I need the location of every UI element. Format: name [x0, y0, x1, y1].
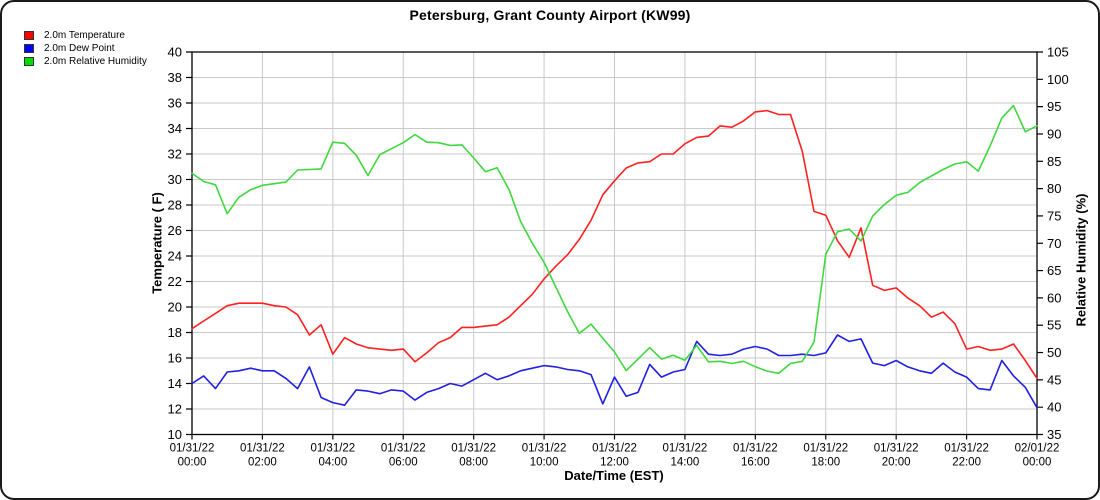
x-axis-tick-date: 01/31/22	[944, 443, 989, 455]
legend: 2.0m Temperature 2.0m Dew Point 2.0m Rel…	[24, 29, 147, 68]
right-axis-tick-label: 100	[1047, 72, 1069, 87]
chart-title: Petersburg, Grant County Airport (KW99)	[409, 7, 691, 23]
right-axis-tick-label: 65	[1047, 263, 1061, 278]
left-axis-tick-label: 36	[168, 96, 182, 111]
x-axis-tick-time: 06:00	[389, 457, 418, 469]
x-axis-tick-date: 01/31/22	[663, 443, 708, 455]
left-axis-tick-label: 14	[168, 376, 182, 391]
x-axis-tick-time: 22:00	[952, 457, 981, 469]
legend-item-temperature: 2.0m Temperature	[24, 29, 147, 42]
x-axis-tick-time: 12:00	[600, 457, 629, 469]
x-axis-tick-time: 00:00	[178, 457, 207, 469]
temperature-color-swatch	[24, 31, 34, 40]
x-axis-tick-date: 01/31/22	[170, 443, 215, 455]
x-axis-tick-time: 14:00	[671, 457, 700, 469]
relative-humidity-color-swatch	[24, 57, 34, 66]
right-axis-tick-label: 80	[1047, 181, 1061, 196]
legend-item-label: 2.0m Dew Point	[44, 43, 115, 54]
2-0m-temperature-line	[191, 109, 1038, 380]
x-axis-tick-time: 04:00	[318, 457, 347, 469]
x-axis-tick-date: 01/31/22	[733, 443, 778, 455]
right-axis-tick-label: 45	[1047, 372, 1061, 387]
x-axis-tick-time: 18:00	[811, 457, 840, 469]
legend-item-relative-humidity: 2.0m Relative Humidity	[24, 55, 147, 68]
left-axis-tick-label: 28	[168, 198, 182, 213]
right-axis-tick-label: 95	[1047, 99, 1061, 114]
right-axis-tick-label: 70	[1047, 236, 1061, 251]
right-axis-tick-label: 50	[1047, 345, 1061, 360]
x-axis-tick-time: 16:00	[741, 457, 770, 469]
left-axis-tick-label: 34	[168, 121, 182, 136]
x-axis-title: Date/Time (EST)	[564, 468, 664, 483]
right-axis-tick-label: 105	[1047, 45, 1069, 60]
x-axis-tick-date: 01/31/22	[874, 443, 919, 455]
x-axis-tick-date: 01/31/22	[522, 443, 567, 455]
x-axis-tick-time: 02:00	[248, 457, 277, 469]
2-0m-dew-point-line	[191, 334, 1038, 409]
right-axis-tick-label: 55	[1047, 318, 1061, 333]
right-axis-tick-label: 60	[1047, 290, 1061, 305]
x-axis-tick-date: 01/31/22	[451, 443, 496, 455]
x-axis-tick-time: 08:00	[459, 457, 488, 469]
left-axis-tick-label: 12	[168, 402, 182, 417]
2-0m-relative-humidity-line	[191, 104, 1038, 375]
right-axis-tick-label: 40	[1047, 400, 1061, 415]
x-axis-tick-time: 10:00	[530, 457, 559, 469]
x-axis-tick-date: 01/31/22	[310, 443, 355, 455]
right-axis-tick-label: 35	[1047, 427, 1061, 442]
left-axis-tick-label: 10	[168, 427, 182, 442]
left-axis-tick-label: 40	[168, 45, 182, 60]
left-axis-tick-label: 20	[168, 300, 182, 315]
x-axis-tick-date: 01/31/22	[240, 443, 285, 455]
legend-item-label: 2.0m Relative Humidity	[44, 56, 147, 67]
x-axis-tick-time: 00:00	[1023, 457, 1052, 469]
legend-item-dew-point: 2.0m Dew Point	[24, 42, 147, 55]
left-axis-tick-label: 22	[168, 274, 182, 289]
left-axis-tick-label: 18	[168, 325, 182, 340]
legend-item-label: 2.0m Temperature	[44, 30, 125, 41]
x-axis-tick-date: 01/31/22	[803, 443, 848, 455]
left-axis-tick-label: 26	[168, 223, 182, 238]
x-axis-tick-date: 01/31/22	[592, 443, 637, 455]
left-axis-tick-label: 16	[168, 351, 182, 366]
left-axis-tick-label: 32	[168, 147, 182, 162]
left-axis-tick-label: 30	[168, 172, 182, 187]
x-axis-tick-time: 20:00	[882, 457, 911, 469]
right-axis-tick-label: 85	[1047, 154, 1061, 169]
x-axis-tick-date: 01/31/22	[381, 443, 426, 455]
left-axis-tick-label: 24	[168, 249, 182, 264]
right-axis-tick-label: 90	[1047, 126, 1061, 141]
x-axis-tick-date: 02/01/22	[1015, 443, 1060, 455]
left-axis-tick-label: 38	[168, 70, 182, 85]
dew-point-color-swatch	[24, 44, 34, 53]
right-axis-tick-label: 75	[1047, 208, 1061, 223]
